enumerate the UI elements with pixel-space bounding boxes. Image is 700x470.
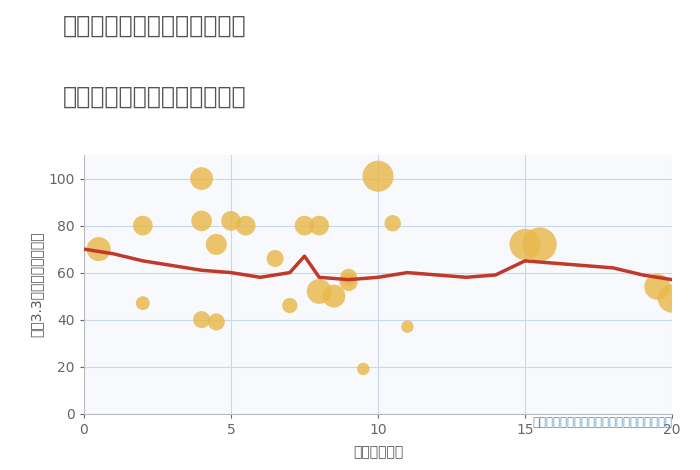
Y-axis label: 坪（3.3㎡）単価（万円）: 坪（3.3㎡）単価（万円） xyxy=(29,232,43,337)
Point xyxy=(666,295,678,302)
Text: 円の大きさは、取引のあった物件面積を示す: 円の大きさは、取引のあった物件面積を示す xyxy=(532,416,672,429)
Point xyxy=(196,175,207,182)
Point xyxy=(137,222,148,229)
X-axis label: 駅距離（分）: 駅距離（分） xyxy=(353,445,403,459)
Point xyxy=(343,278,354,286)
Point xyxy=(211,318,222,326)
Point xyxy=(196,217,207,225)
Point xyxy=(225,217,237,225)
Point xyxy=(328,292,339,300)
Point xyxy=(314,288,325,295)
Point xyxy=(402,323,413,330)
Text: 三重県松阪市飯南町向粥見の: 三重県松阪市飯南町向粥見の xyxy=(63,14,246,38)
Point xyxy=(314,222,325,229)
Point xyxy=(358,365,369,373)
Point xyxy=(196,316,207,323)
Point xyxy=(534,241,545,248)
Point xyxy=(387,219,398,227)
Point xyxy=(240,222,251,229)
Point xyxy=(284,302,295,309)
Point xyxy=(270,255,281,262)
Point xyxy=(299,222,310,229)
Point xyxy=(343,274,354,281)
Point xyxy=(211,241,222,248)
Point xyxy=(137,299,148,307)
Point xyxy=(372,172,384,180)
Point xyxy=(652,283,663,290)
Point xyxy=(93,245,104,253)
Point xyxy=(519,241,531,248)
Text: 駅距離別中古マンション価格: 駅距離別中古マンション価格 xyxy=(63,85,246,109)
